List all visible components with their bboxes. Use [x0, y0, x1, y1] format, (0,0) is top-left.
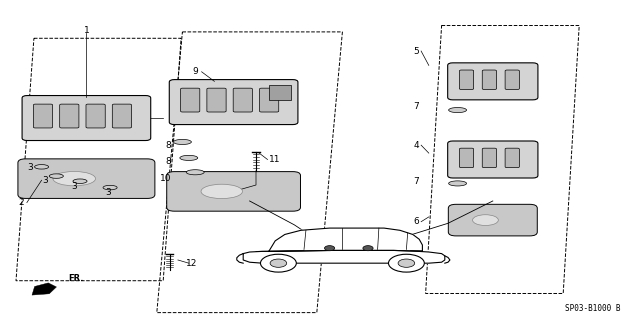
- Polygon shape: [32, 283, 56, 295]
- Text: 12: 12: [186, 259, 197, 268]
- Ellipse shape: [201, 184, 243, 198]
- Text: 4: 4: [413, 141, 419, 150]
- FancyBboxPatch shape: [22, 96, 151, 140]
- FancyBboxPatch shape: [233, 88, 252, 112]
- FancyBboxPatch shape: [448, 204, 538, 236]
- FancyBboxPatch shape: [169, 80, 298, 124]
- Ellipse shape: [180, 155, 198, 160]
- Ellipse shape: [472, 215, 499, 226]
- FancyBboxPatch shape: [460, 148, 474, 168]
- FancyBboxPatch shape: [18, 159, 155, 198]
- Ellipse shape: [49, 174, 63, 178]
- FancyBboxPatch shape: [448, 63, 538, 100]
- Text: 7: 7: [413, 102, 419, 111]
- Ellipse shape: [186, 170, 204, 175]
- Text: 1: 1: [84, 26, 89, 35]
- Ellipse shape: [449, 108, 467, 113]
- Text: 2: 2: [19, 198, 24, 207]
- Ellipse shape: [103, 185, 117, 190]
- Text: 7: 7: [413, 177, 419, 186]
- Polygon shape: [269, 228, 422, 251]
- FancyBboxPatch shape: [112, 104, 132, 128]
- Text: 11: 11: [269, 155, 280, 164]
- FancyBboxPatch shape: [460, 70, 474, 90]
- FancyBboxPatch shape: [269, 85, 291, 100]
- Text: 8: 8: [166, 157, 172, 166]
- Text: FR.: FR.: [68, 274, 84, 283]
- FancyBboxPatch shape: [207, 88, 226, 112]
- FancyBboxPatch shape: [483, 70, 497, 90]
- FancyBboxPatch shape: [180, 88, 200, 112]
- Text: 3: 3: [42, 176, 48, 185]
- Circle shape: [363, 246, 373, 251]
- Ellipse shape: [53, 171, 95, 186]
- Text: 3: 3: [71, 182, 77, 191]
- Circle shape: [270, 259, 287, 267]
- Polygon shape: [243, 250, 445, 263]
- Circle shape: [260, 254, 296, 272]
- Ellipse shape: [173, 139, 191, 145]
- Ellipse shape: [35, 165, 49, 169]
- FancyBboxPatch shape: [483, 148, 497, 168]
- FancyBboxPatch shape: [259, 88, 279, 112]
- Text: 8: 8: [166, 141, 172, 150]
- FancyBboxPatch shape: [33, 104, 52, 128]
- Circle shape: [398, 259, 415, 267]
- Circle shape: [388, 254, 424, 272]
- Ellipse shape: [73, 179, 87, 183]
- FancyBboxPatch shape: [448, 141, 538, 178]
- Circle shape: [324, 246, 335, 251]
- Text: 3: 3: [106, 189, 111, 197]
- Text: 6: 6: [413, 217, 419, 226]
- Text: 10: 10: [160, 174, 172, 183]
- FancyBboxPatch shape: [505, 148, 519, 168]
- FancyBboxPatch shape: [505, 70, 519, 90]
- FancyBboxPatch shape: [60, 104, 79, 128]
- FancyBboxPatch shape: [166, 172, 301, 211]
- Text: 3: 3: [28, 163, 33, 172]
- Text: 9: 9: [193, 67, 198, 76]
- FancyBboxPatch shape: [86, 104, 105, 128]
- Ellipse shape: [449, 181, 467, 186]
- Text: 5: 5: [413, 47, 419, 56]
- Text: SP03-B1000 B: SP03-B1000 B: [565, 304, 621, 313]
